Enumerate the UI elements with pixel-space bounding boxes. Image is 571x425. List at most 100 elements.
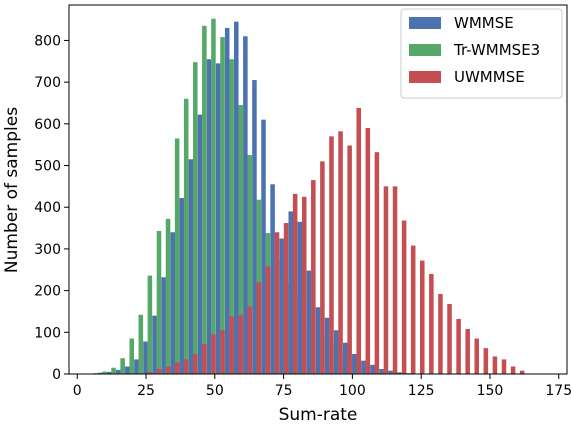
bar-uwmmse-33: [447, 303, 452, 374]
bar-uwmmse-39: [501, 359, 507, 374]
bar-wmmse-28: [342, 342, 348, 374]
x-tick-label: 100: [339, 383, 366, 399]
y-tick-label: 400: [34, 200, 61, 216]
bar-wmmse-29: [352, 353, 357, 374]
bar-uwmmse-21: [338, 131, 343, 374]
bar-wmmse-2: [106, 371, 112, 374]
bar-wmmse-6: [143, 341, 148, 374]
bar-wmmse-7: [152, 315, 157, 374]
bar-uwmmse-36: [474, 338, 480, 374]
bar-wmmse-22: [288, 211, 294, 374]
bar-uwmmse-14: [274, 232, 280, 374]
bar-uwmmse-18: [311, 180, 316, 374]
bar-uwmmse-17: [301, 196, 307, 374]
legend-swatch: [409, 71, 441, 83]
bar-uwmmse-0: [147, 371, 153, 374]
bar-uwmmse-4: [183, 359, 189, 374]
bar-wmmse-13: [206, 59, 212, 374]
bar-wmmse-21: [279, 238, 284, 374]
bar-wmmse-19: [261, 119, 266, 374]
bar-tr-wmmse3-7: [156, 230, 162, 374]
bar-wmmse-1: [97, 372, 103, 374]
x-tick-label: 175: [545, 383, 571, 399]
bar-uwmmse-41: [519, 370, 525, 374]
bar-wmmse-23: [297, 221, 303, 374]
bar-tr-wmmse3-6: [147, 275, 153, 374]
bar-wmmse-3: [115, 369, 121, 374]
bar-tr-wmmse3-12: [202, 25, 207, 374]
legend-label: UWMMSE: [454, 68, 525, 86]
bar-uwmmse-6: [202, 343, 207, 374]
bar-wmmse-32: [379, 369, 384, 374]
x-tick-label: 50: [206, 383, 224, 399]
bar-uwmmse-2: [165, 366, 171, 374]
bar-wmmse-12: [197, 114, 203, 374]
y-tick-label: 800: [34, 33, 61, 49]
bar-uwmmse-23: [356, 107, 361, 375]
y-tick-label: 200: [34, 284, 61, 300]
bar-wmmse-18: [252, 80, 257, 375]
bar-uwmmse-28: [401, 220, 407, 374]
legend-label: Tr-WMMSE3: [453, 41, 540, 59]
bar-uwmmse-34: [456, 318, 461, 374]
bar-wmmse-25: [315, 307, 321, 374]
y-axis: 0 100 200 300 400 500 600 700 800: [34, 33, 69, 383]
bar-uwmmse-20: [329, 136, 334, 374]
y-tick-label: 300: [34, 242, 61, 258]
bar-wmmse-15: [224, 27, 230, 375]
bar-wmmse-14: [215, 63, 221, 375]
bar-wmmse-9: [170, 232, 175, 374]
x-axis: 0 25 50 75 100 125 150 175: [73, 374, 571, 399]
y-tick-label: 600: [34, 117, 61, 133]
bar-uwmmse-8: [220, 330, 225, 374]
bar-wmmse-5: [134, 359, 139, 374]
bar-wmmse-27: [333, 330, 339, 374]
bar-uwmmse-35: [465, 328, 470, 374]
bar-uwmmse-24: [365, 128, 371, 374]
bar-tr-wmmse3-5: [138, 314, 144, 374]
y-tick-label: 0: [52, 367, 61, 383]
bars-layer: [88, 18, 525, 375]
y-axis-title: Number of samples: [2, 107, 22, 273]
bar-tr-wmmse3-10: [183, 98, 189, 374]
x-tick-label: 150: [477, 383, 504, 399]
bar-uwmmse-40: [510, 366, 516, 374]
x-tick-label: 25: [137, 383, 155, 399]
bar-uwmmse-16: [292, 193, 298, 374]
bar-tr-wmmse3-1: [102, 371, 107, 374]
bar-uwmmse-10: [238, 314, 243, 374]
plot-frame: [68, 4, 568, 375]
legend-swatch: [409, 17, 441, 29]
bar-wmmse-31: [370, 364, 375, 374]
bar-uwmmse-11: [247, 306, 253, 374]
bar-wmmse-17: [243, 36, 248, 375]
bar-tr-wmmse3-4: [129, 338, 134, 374]
bar-tr-wmmse3-13: [211, 18, 216, 374]
bar-wmmse-16: [234, 21, 239, 375]
bar-wmmse-20: [270, 184, 275, 374]
legend-box: [400, 8, 563, 99]
bar-uwmmse-27: [392, 186, 398, 374]
bar-tr-wmmse3-16: [238, 105, 243, 374]
bar-tr-wmmse3-9: [174, 138, 180, 374]
bar-uwmmse-25: [374, 152, 380, 374]
bar-tr-wmmse3-11: [193, 62, 198, 375]
bar-uwmmse-29: [410, 245, 416, 374]
legend: WMMSE Tr-WMMSE3 UWMMSE: [400, 8, 563, 99]
bar-wmmse-34: [397, 372, 402, 374]
bar-wmmse-4: [125, 366, 130, 374]
y-tick-label: 100: [34, 325, 61, 341]
bar-wmmse-33: [388, 370, 393, 374]
legend-swatch: [409, 44, 441, 56]
bar-tr-wmmse3-2: [111, 367, 116, 374]
bar-uwmmse-7: [211, 334, 216, 374]
bar-tr-wmmse3-8: [165, 218, 171, 374]
bar-tr-wmmse3-17: [247, 155, 253, 374]
x-axis-title: Sum-rate: [279, 405, 358, 425]
bar-tr-wmmse3-15: [229, 59, 234, 374]
bar-uwmmse-22: [347, 145, 352, 374]
bar-uwmmse-30: [420, 260, 425, 374]
bar-uwmmse-26: [383, 186, 389, 374]
x-tick-label: 125: [408, 383, 435, 399]
